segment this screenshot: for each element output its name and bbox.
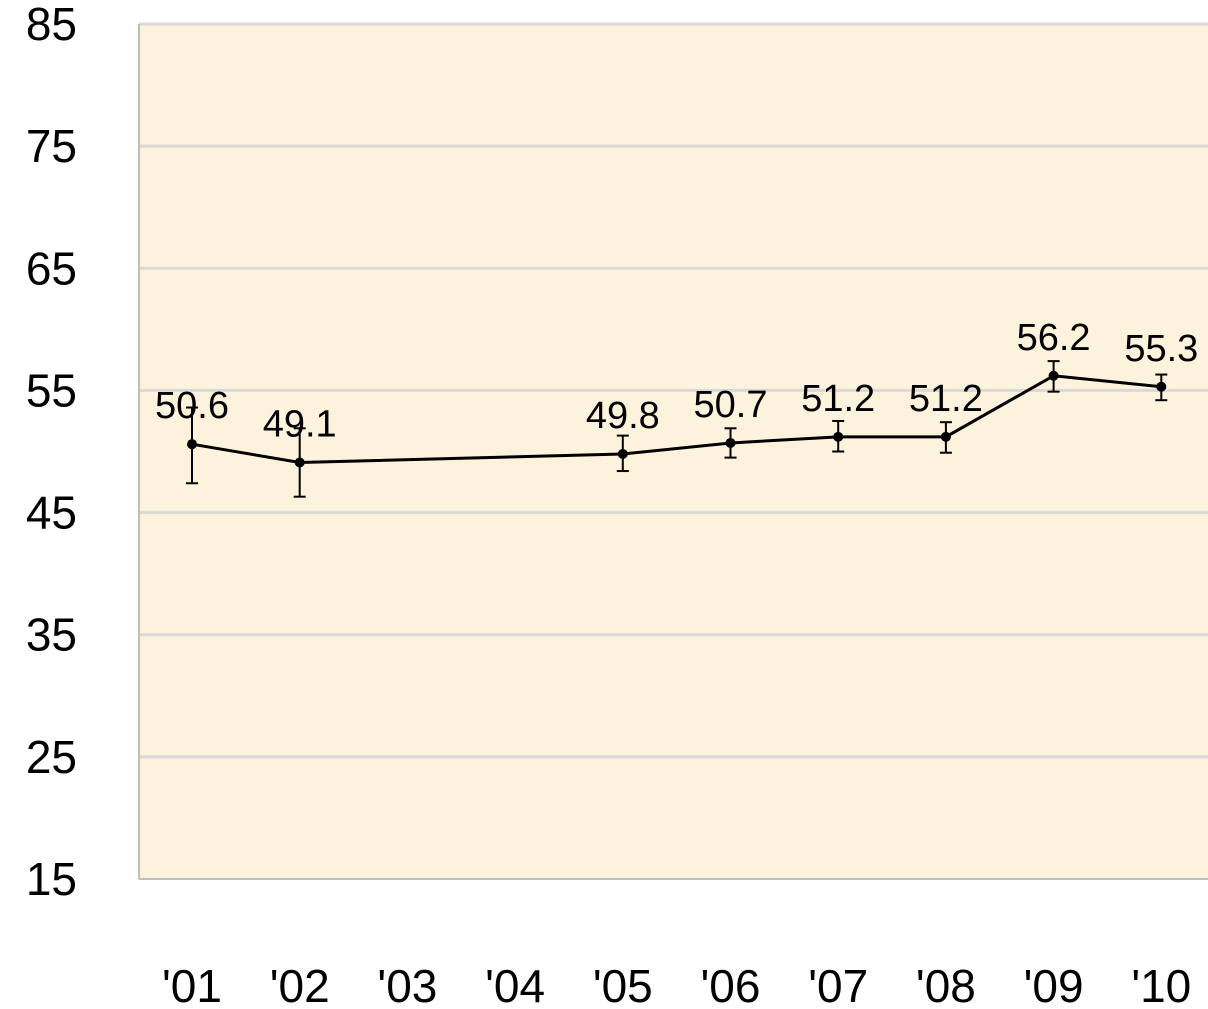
data-point (294, 457, 305, 468)
gridlines (139, 22, 1208, 759)
data-label: 49.8 (586, 395, 660, 437)
data-point (1156, 381, 1167, 392)
x-tick-label: '04 (485, 960, 545, 1009)
data-label: 51.2 (909, 378, 983, 420)
series-line (191, 374, 1162, 464)
x-tick-label: '06 (701, 960, 761, 1009)
x-tick-label: '01 (162, 960, 222, 1009)
data-labels: 50.6 49.1 49.8 50.7 51.2 51.2 56.2 55.3 (155, 317, 1198, 446)
data-point (725, 437, 736, 448)
data-point (187, 439, 197, 450)
data-label: 50.7 (694, 384, 768, 426)
y-tick-label: 15 (26, 853, 77, 905)
x-tick-label: '08 (916, 960, 976, 1009)
y-tick-label: 35 (26, 609, 77, 661)
data-label: 51.2 (801, 378, 875, 420)
y-tick-label: 25 (26, 731, 77, 783)
x-tick-label: '07 (808, 960, 868, 1009)
x-tick-label: '05 (593, 960, 653, 1009)
x-tick-label: '02 (270, 960, 330, 1009)
y-tick-label: 85 (26, 0, 77, 50)
x-tick-label: '03 (377, 960, 437, 1009)
data-label: 55.3 (1124, 328, 1198, 370)
data-label: 56.2 (1017, 317, 1091, 359)
y-tick-label: 45 (26, 487, 77, 539)
data-point (940, 431, 951, 442)
plot-area (139, 24, 1208, 879)
y-tick-label: 55 (26, 364, 77, 416)
axes (138, 24, 1208, 880)
x-axis-ticks: '01 '02 '03 '04 '05 '06 '07 '08 '09 '10 (162, 960, 1191, 1009)
x-tick-label: '10 (1131, 960, 1191, 1009)
data-point (1048, 370, 1059, 381)
data-label: 50.6 (155, 385, 229, 427)
data-label: 49.1 (263, 403, 337, 445)
x-tick-label: '09 (1024, 960, 1084, 1009)
series (186, 360, 1168, 498)
y-tick-label: 65 (26, 242, 77, 294)
data-point (617, 448, 628, 459)
data-point (833, 431, 844, 442)
y-tick-label: 75 (26, 120, 77, 172)
y-axis-ticks: 15 25 35 45 55 65 75 85 (26, 0, 77, 905)
